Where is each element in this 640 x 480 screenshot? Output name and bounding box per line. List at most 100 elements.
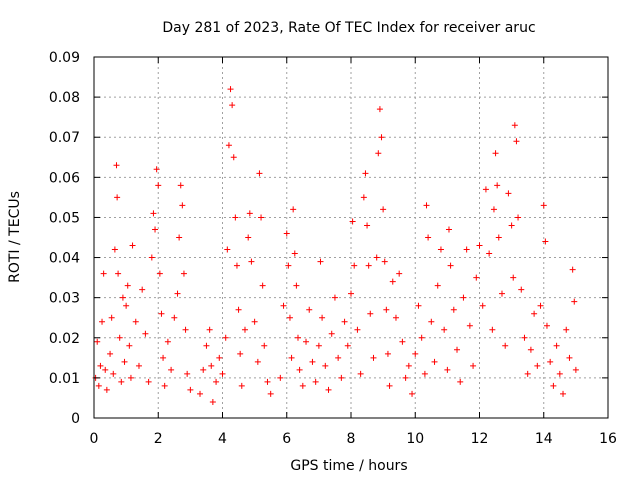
data-point <box>511 122 518 129</box>
data-point <box>434 282 441 289</box>
data-point <box>494 182 501 189</box>
data-point <box>219 370 226 377</box>
data-point <box>571 298 578 305</box>
data-point <box>187 386 194 393</box>
data-point <box>246 210 253 217</box>
data-point <box>264 378 271 385</box>
y-tick-label: 0.07 <box>49 130 80 146</box>
y-axis-label: ROTI / TECUs <box>7 191 23 283</box>
data-point <box>463 246 470 253</box>
data-point <box>421 370 428 377</box>
data-point <box>418 334 425 341</box>
y-tick-label: 0.05 <box>49 210 80 226</box>
data-point <box>428 318 435 325</box>
y-tick-label: 0.02 <box>49 331 80 347</box>
data-point <box>206 326 213 333</box>
data-point <box>288 354 295 361</box>
data-point <box>237 350 244 357</box>
data-point <box>560 390 567 397</box>
data-point <box>399 338 406 345</box>
data-point <box>174 290 181 297</box>
data-point <box>114 194 121 201</box>
data-point <box>309 358 316 365</box>
data-point <box>132 318 139 325</box>
data-point <box>258 214 265 221</box>
data-point <box>150 210 157 217</box>
data-point <box>423 202 430 209</box>
x-tick-labels: 0 2 4 6 8 10 12 14 16 <box>90 431 617 447</box>
data-point <box>492 150 499 157</box>
data-point <box>251 318 258 325</box>
data-point <box>317 258 324 265</box>
data-point <box>319 314 326 321</box>
data-points <box>92 86 579 405</box>
data-point <box>171 314 178 321</box>
data-point <box>245 234 252 241</box>
x-tick-label: 16 <box>599 431 617 447</box>
data-point <box>389 278 396 285</box>
data-point <box>238 382 245 389</box>
data-point <box>534 362 541 369</box>
data-point <box>473 274 480 281</box>
y-tick-label: 0.01 <box>49 371 80 387</box>
data-point <box>285 262 292 269</box>
data-point <box>233 262 240 269</box>
data-point <box>209 398 216 405</box>
y-tick-label: 0.03 <box>49 291 80 307</box>
data-point <box>145 378 152 385</box>
data-point <box>294 334 301 341</box>
data-point <box>113 162 120 169</box>
data-point <box>99 318 106 325</box>
x-tick-label: 12 <box>471 431 489 447</box>
data-point <box>338 374 345 381</box>
data-point <box>111 246 118 253</box>
data-point <box>550 382 557 389</box>
data-point <box>328 330 335 337</box>
data-point <box>222 334 229 341</box>
data-point <box>498 290 505 297</box>
data-point <box>306 306 313 313</box>
data-point <box>524 370 531 377</box>
data-point <box>139 286 146 293</box>
data-point <box>118 378 125 385</box>
data-point <box>148 254 155 261</box>
data-point <box>156 270 163 277</box>
data-point <box>508 222 515 229</box>
x-tick-label: 10 <box>406 431 424 447</box>
data-point <box>348 290 354 297</box>
data-point <box>569 266 576 273</box>
data-point <box>556 370 563 377</box>
data-point <box>203 342 210 349</box>
data-point <box>505 190 512 197</box>
data-point <box>409 390 416 397</box>
data-point <box>454 346 461 353</box>
data-point <box>303 338 310 345</box>
x-tick-label: 2 <box>154 431 163 447</box>
data-point <box>312 378 319 385</box>
y-tick-label: 0.09 <box>49 50 80 66</box>
data-point <box>216 354 223 361</box>
data-point <box>280 302 287 309</box>
data-point <box>229 102 236 109</box>
y-tick-label: 0.08 <box>49 90 80 106</box>
data-point <box>495 234 502 241</box>
data-point <box>161 382 168 389</box>
data-point <box>362 170 369 177</box>
data-point <box>107 350 114 357</box>
data-point <box>224 246 231 253</box>
data-point <box>543 322 550 329</box>
data-point <box>479 302 486 309</box>
data-point <box>466 322 473 329</box>
data-point <box>431 358 438 365</box>
data-point <box>142 330 149 337</box>
data-point <box>364 222 371 229</box>
data-point <box>168 366 175 373</box>
data-point <box>110 370 117 377</box>
data-point <box>381 258 388 265</box>
data-point <box>235 306 242 313</box>
data-point <box>375 150 382 157</box>
data-point <box>283 230 290 237</box>
data-point <box>200 366 207 373</box>
data-point <box>182 326 189 333</box>
